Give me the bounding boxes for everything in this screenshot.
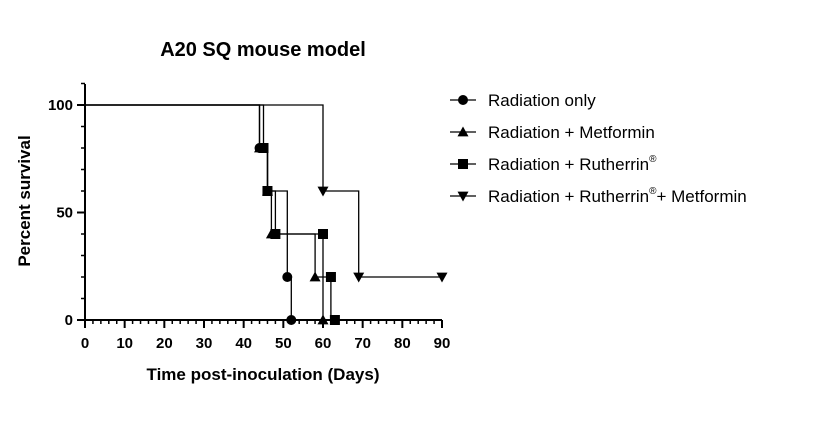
x-tick-label: 30	[196, 335, 213, 352]
y-tick-label: 100	[48, 97, 73, 114]
series-2	[85, 104, 329, 325]
legend-marker	[458, 159, 468, 169]
x-tick-label: 50	[275, 335, 292, 352]
x-tick-label: 70	[354, 335, 371, 352]
x-tick-label: 60	[315, 335, 332, 352]
data-point	[353, 272, 365, 283]
axes: 0 10 20 30 40 50 60 70 80 90 0 50 100	[48, 82, 451, 352]
legend-marker	[457, 191, 469, 202]
series-line	[85, 104, 335, 321]
x-axis-label: Time post-inoculation (Days)	[147, 365, 380, 384]
data-point	[436, 272, 448, 283]
data-point	[317, 314, 329, 325]
chart-title: A20 SQ mouse model	[160, 39, 366, 61]
legend-item: Radiation + Metformin	[450, 123, 655, 142]
legend: Radiation only Radiation + Metformin Radia…	[450, 91, 747, 206]
data-point	[325, 272, 336, 282]
x-tick-label: 40	[235, 335, 252, 352]
legend-item: Radiation only	[450, 91, 596, 110]
legend-item: Radiation + Rutherrin®	[450, 154, 657, 174]
x-tick-label: 80	[394, 335, 411, 352]
series-1	[85, 104, 297, 325]
series-layer	[85, 104, 448, 325]
data-point	[309, 271, 321, 282]
data-point	[270, 229, 281, 239]
legend-label: Radiation only	[488, 91, 596, 110]
data-point	[282, 272, 293, 282]
legend-marker	[458, 95, 468, 105]
x-tick-label: 10	[116, 335, 133, 352]
data-point	[258, 143, 269, 153]
legend-label: Radiation + Metformin	[488, 123, 655, 142]
series-line	[85, 104, 442, 278]
data-point	[317, 186, 329, 197]
x-tick-label: 90	[434, 335, 451, 352]
y-tick-label: 0	[65, 312, 73, 329]
series-3	[85, 104, 340, 325]
data-point	[318, 229, 328, 239]
y-axis-label: Percent survival	[15, 135, 34, 266]
data-point	[262, 186, 273, 196]
legend-marker	[457, 126, 469, 137]
x-tick-label: 0	[81, 335, 89, 352]
x-tick-label: 20	[156, 335, 173, 352]
data-point	[286, 315, 297, 325]
legend-label: Radiation + Rutherrin®	[488, 154, 657, 174]
y-tick-label: 50	[56, 205, 73, 222]
series-4	[85, 104, 448, 283]
series-line	[85, 104, 292, 320]
legend-item: Radiation + Rutherrin®+ Metformin	[450, 186, 747, 206]
data-point	[329, 315, 340, 325]
legend-label: Radiation + Rutherrin®+ Metformin	[488, 186, 747, 206]
